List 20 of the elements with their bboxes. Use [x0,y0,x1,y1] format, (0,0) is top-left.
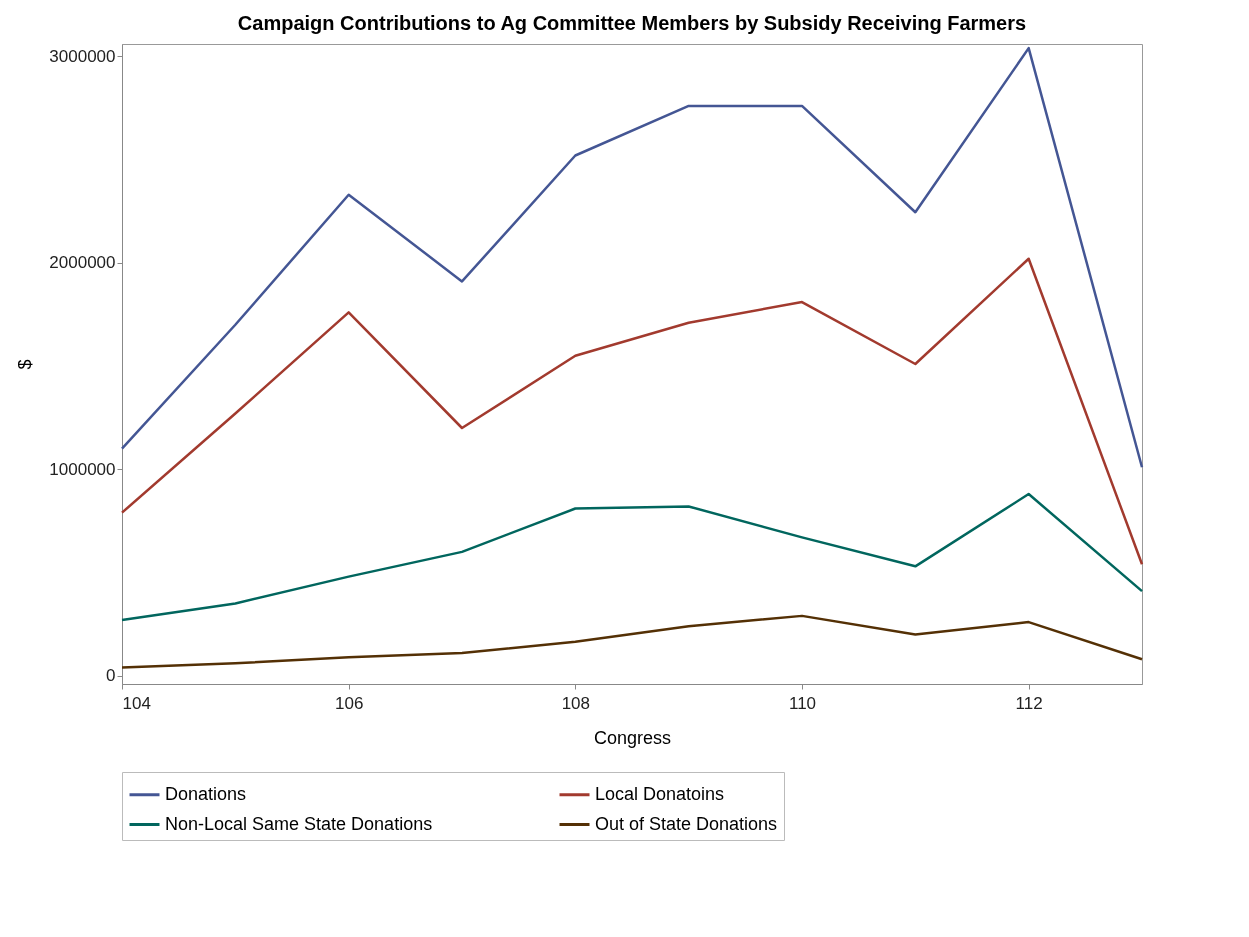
x-tick-label: 108 [561,693,591,713]
x-tick-label: 104 [122,693,151,713]
legend-label: Non-Local Same State Donations [165,813,433,834]
y-tick-label: 0 [106,666,116,686]
x-tick-label: 110 [788,693,817,713]
line-series [120,614,1144,669]
legend-label: Local Donatoins [595,783,725,804]
legend-label: Out of State Donations [595,813,778,834]
y-axis-title: $ [15,359,36,370]
line-series [120,492,1144,622]
line-series [120,257,1144,566]
legend-label: Donations [165,783,247,804]
y-tick-label: 3000000 [49,46,116,66]
y-tick-label: 2000000 [49,253,116,273]
x-tick-label: 112 [1015,693,1043,713]
chart-title: Campaign Contributions to Ag Committee Members by Subsidy Receiving Farmers [237,12,1027,34]
line-series [120,46,1144,469]
x-axis-title: Congress [593,727,672,748]
y-tick-label: 1000000 [49,459,116,479]
x-tick-label: 106 [334,693,364,713]
